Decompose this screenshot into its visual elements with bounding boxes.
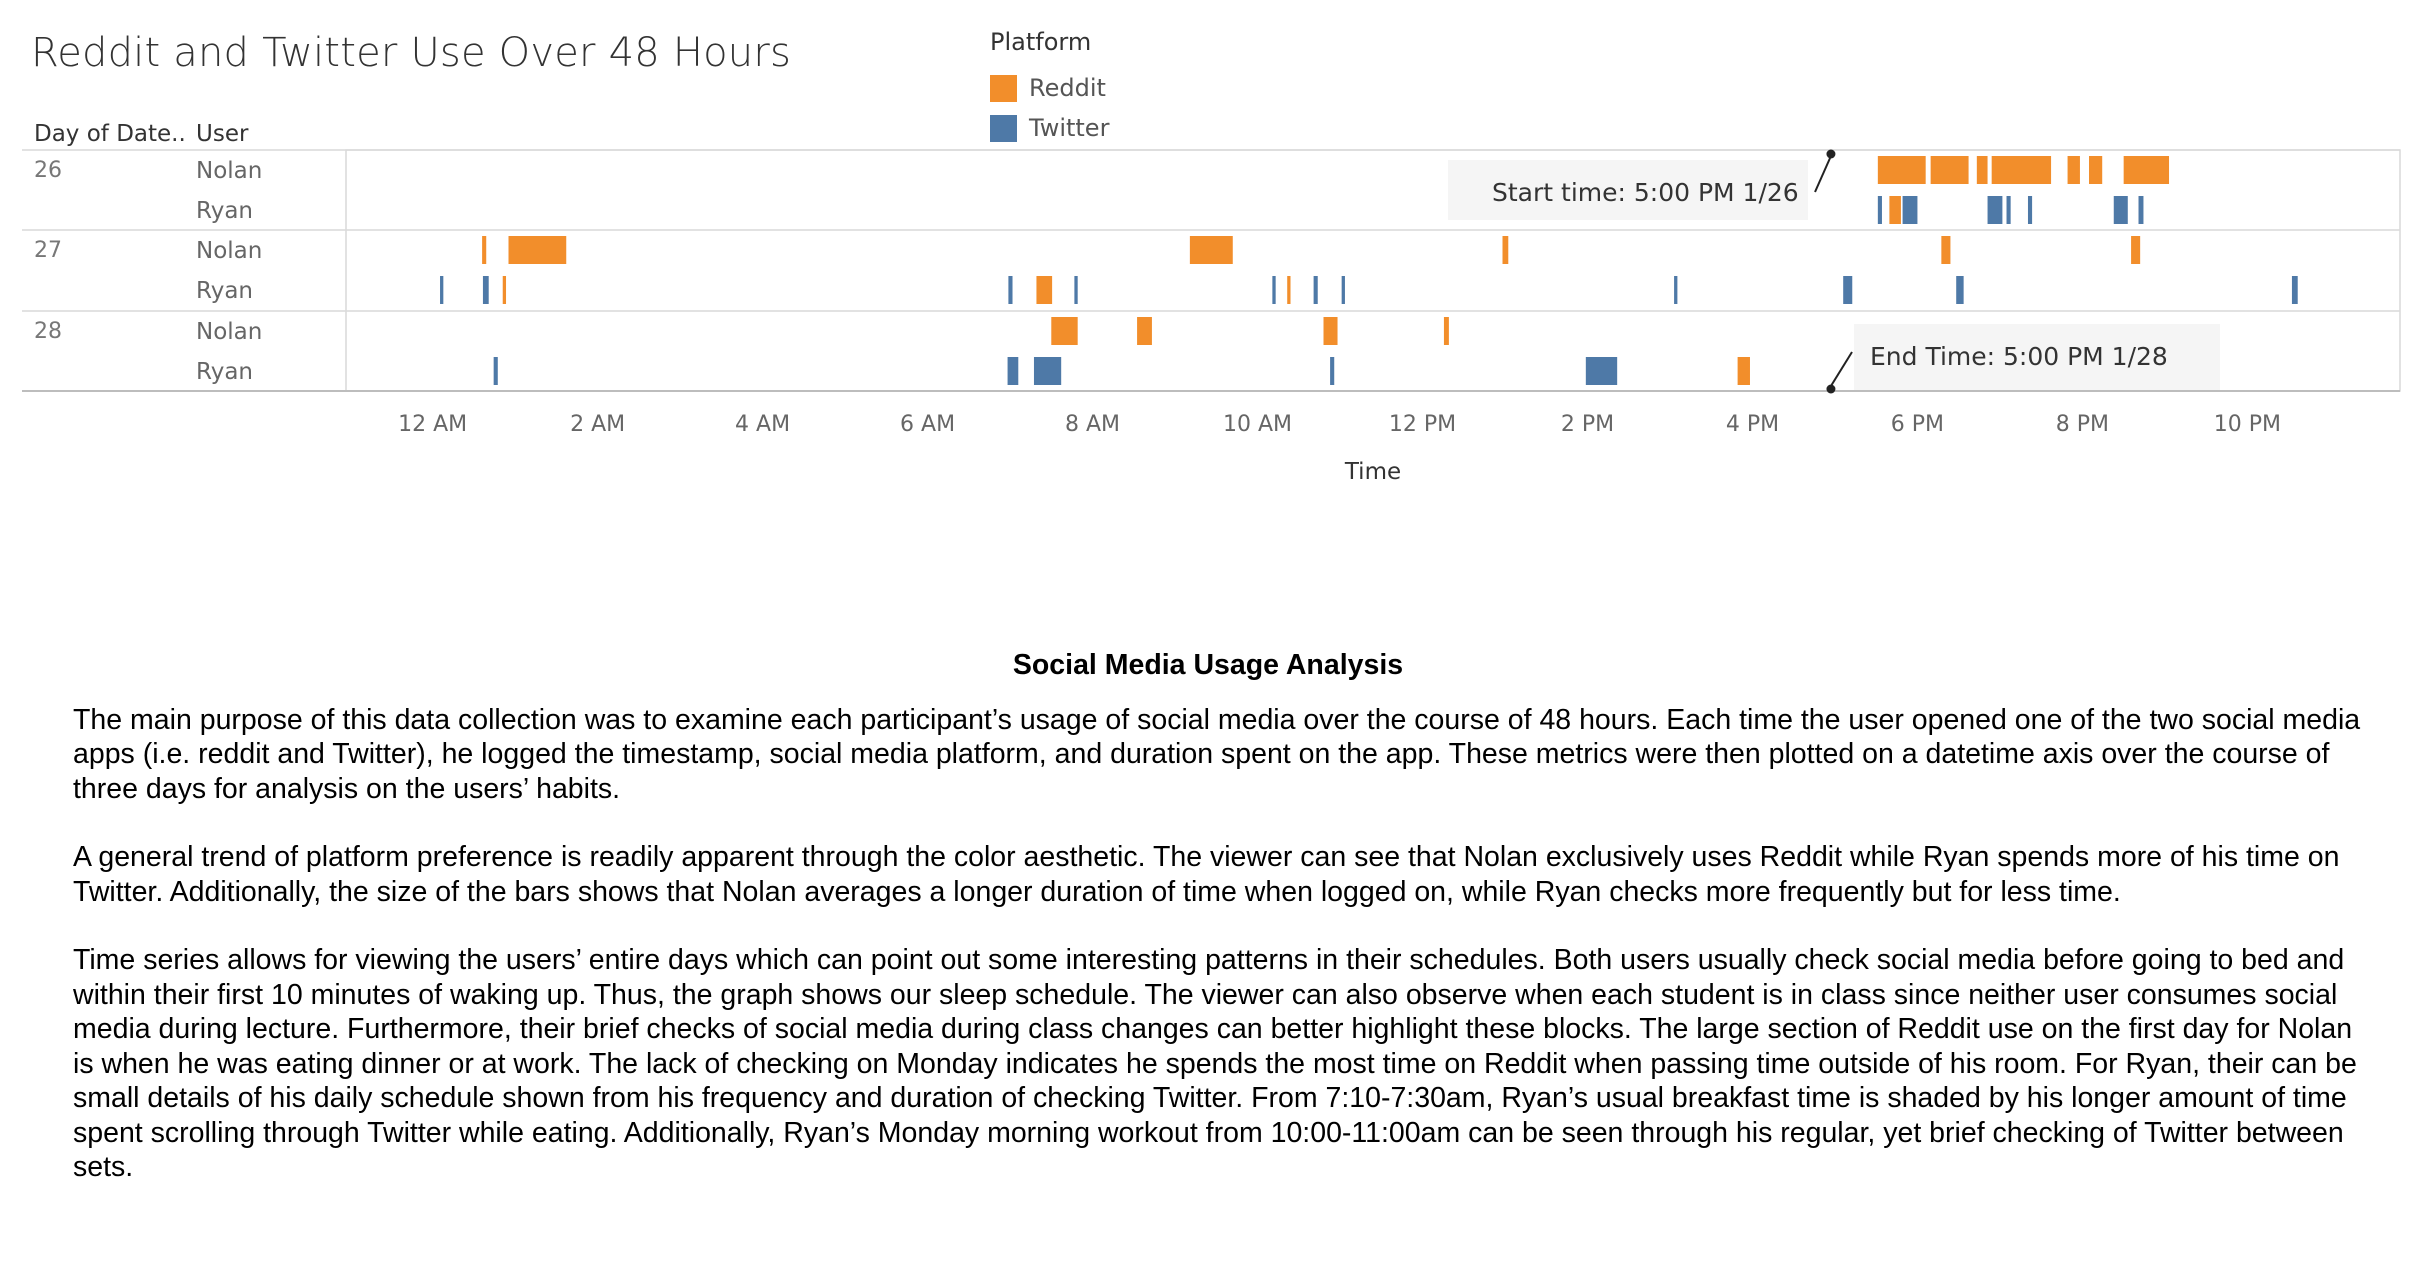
annotation-box-start [1448,160,1808,220]
x-tick-label: 8 PM [2056,412,2109,437]
session-bar-twitter [1902,196,1918,224]
session-bar-twitter [2027,196,2033,224]
session-bar-reddit [1287,276,1291,304]
annotation-box-end [1854,324,2220,390]
session-bar-reddit [1443,317,1449,345]
session-bar-twitter [1877,196,1882,224]
analysis-section: Social Media Usage Analysis The main pur… [73,648,2373,1219]
day-label: 26 [34,158,62,183]
session-bar-reddit [1323,317,1338,345]
x-tick-label: 6 PM [1891,412,1944,437]
user-label: Nolan [196,319,262,345]
legend-label-reddit: Reddit [1029,74,1106,102]
session-bar-reddit [1976,156,1988,184]
session-bar-reddit [1036,276,1053,304]
session-bar-twitter [1585,357,1618,385]
annotation-start: Start time: 5:00 PM 1/26 [1492,178,1799,207]
user-label: Ryan [196,278,253,304]
session-bar-twitter [1313,276,1318,304]
day-label: 28 [34,319,62,344]
x-axis-label: Time [1344,459,1401,485]
session-bar-twitter [493,357,498,385]
user-label: Ryan [196,359,253,385]
x-tick-label: 10 PM [2214,412,2281,437]
x-tick-label: 12 PM [1389,412,1456,437]
session-bar-reddit [508,236,567,264]
user-label: Ryan [196,198,253,224]
session-bar-reddit [502,276,507,304]
session-bar-twitter [1330,357,1335,385]
session-bar-reddit [482,236,487,264]
x-tick-label: 12 AM [398,412,467,437]
session-bar-reddit [1889,196,1901,224]
x-tick-label: 4 AM [735,412,790,437]
x-tick-label: 6 AM [900,412,955,437]
annotation-point-end [1826,384,1836,394]
annotation-line-start [1814,155,1832,193]
chart-title: Reddit and Twitter Use Over 48 Hours [31,30,792,76]
row-header-day: Day of Date.. [34,121,186,147]
session-bar-twitter [482,276,489,304]
session-bar-reddit [1941,236,1951,264]
legend-swatch-twitter [990,114,1017,142]
session-bar-reddit [1991,156,2052,184]
session-bar-twitter [1074,276,1078,304]
row-header-user: User [196,121,249,147]
day-label: 27 [34,238,62,263]
legend-title: Platform [990,28,1092,56]
session-bar-twitter [1987,196,2003,224]
user-label: Nolan [196,238,262,264]
session-bar-twitter [1674,276,1678,304]
session-bar-reddit [1189,236,1233,264]
x-tick-label: 2 AM [570,412,625,437]
session-bar-twitter [1341,276,1345,304]
session-bar-reddit [2123,156,2170,184]
session-bar-reddit [1051,317,1078,345]
user-label: Nolan [196,158,262,184]
legend-item-twitter[interactable]: Twitter [990,108,1109,148]
session-bar-twitter [2006,196,2011,224]
x-tick-label: 10 AM [1223,412,1292,437]
session-bar-twitter [2138,196,2144,224]
annotation-end: End Time: 5:00 PM 1/28 [1870,342,2168,371]
gantt-chart: Day of Date.. User 26 Nolan Ryan 27 Nolan Ryan 2… [22,121,2401,485]
session-bar-reddit [1877,156,1926,184]
annotation-line-end [1830,351,1853,387]
session-bar-reddit [1502,236,1509,264]
session-bar-twitter [440,276,444,304]
session-bar-reddit [2067,156,2080,184]
x-tick-label: 8 AM [1065,412,1120,437]
analysis-paragraph-1: The main purpose of this data collection… [73,703,2361,805]
analysis-title: Social Media Usage Analysis [1012,649,1404,681]
legend: Platform Reddit Twitter [990,28,1109,148]
analysis-paragraph-3: Time series allows for viewing the users… [73,944,2357,1183]
session-bar-reddit [1137,317,1152,345]
annotation-point-start [1826,149,1836,159]
session-bar-twitter [1956,276,1964,304]
session-bar-reddit [2131,236,2141,264]
session-bar-twitter [1272,276,1276,304]
x-tick-label: 2 PM [1561,412,1614,437]
analysis-paragraph-2: A general trend of platform preference i… [73,841,2340,908]
legend-item-reddit[interactable]: Reddit [990,68,1109,108]
session-bar-twitter [2113,196,2128,224]
session-bar-twitter [2291,276,2298,304]
session-bar-reddit [1737,357,1750,385]
session-bar-reddit [2089,156,2103,184]
legend-swatch-reddit [990,74,1017,102]
session-bar-twitter [1007,357,1019,385]
session-bar-twitter [1843,276,1853,304]
session-bar-twitter [1033,357,1062,385]
session-bar-twitter [1008,276,1013,304]
legend-label-twitter: Twitter [1029,114,1110,142]
x-tick-label: 4 PM [1726,412,1779,437]
session-bar-reddit [1930,156,1969,184]
